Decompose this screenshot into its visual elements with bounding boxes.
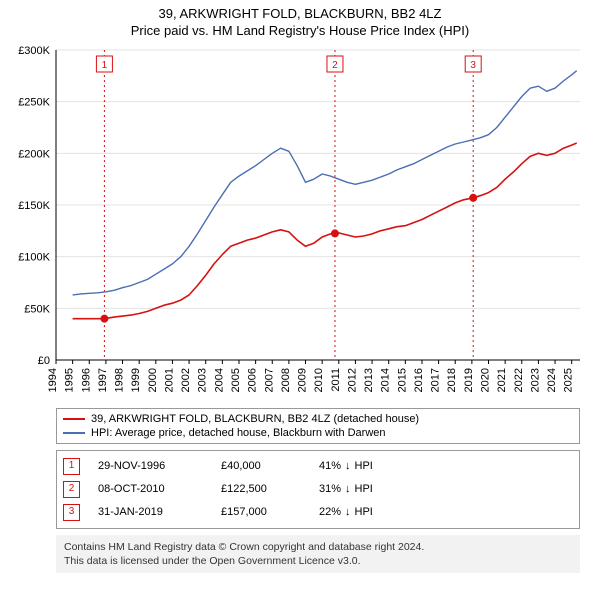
legend-label: 39, ARKWRIGHT FOLD, BLACKBURN, BB2 4LZ (…: [91, 413, 419, 425]
svg-text:1995: 1995: [64, 368, 76, 392]
svg-text:1998: 1998: [114, 368, 126, 392]
legend-box: 39, ARKWRIGHT FOLD, BLACKBURN, BB2 4LZ (…: [56, 408, 580, 444]
svg-text:£300K: £300K: [18, 45, 50, 57]
credit-line-2: This data is licensed under the Open Gov…: [64, 554, 572, 568]
svg-text:2018: 2018: [446, 368, 458, 392]
svg-text:2000: 2000: [147, 368, 159, 392]
svg-text:2004: 2004: [213, 368, 225, 392]
svg-text:£200K: £200K: [18, 148, 50, 160]
svg-text:2016: 2016: [413, 368, 425, 392]
svg-text:2014: 2014: [380, 368, 392, 392]
svg-text:1997: 1997: [97, 368, 109, 392]
svg-text:2003: 2003: [197, 368, 209, 392]
svg-text:2005: 2005: [230, 368, 242, 392]
svg-text:2001: 2001: [163, 368, 175, 392]
svg-text:1999: 1999: [130, 368, 142, 392]
legend-row: 39, ARKWRIGHT FOLD, BLACKBURN, BB2 4LZ (…: [63, 412, 573, 426]
transaction-date: 29-NOV-1996: [98, 460, 203, 472]
down-arrow-icon: ↓: [345, 483, 351, 495]
legend-label: HPI: Average price, detached house, Blac…: [91, 427, 386, 439]
svg-text:3: 3: [470, 60, 476, 71]
svg-text:1996: 1996: [80, 368, 92, 392]
svg-text:2021: 2021: [496, 368, 508, 392]
svg-text:2002: 2002: [180, 368, 192, 392]
transaction-row: 2 08-OCT-2010 £122,500 31%↓HPI: [63, 478, 573, 501]
svg-text:2015: 2015: [396, 368, 408, 392]
down-arrow-icon: ↓: [345, 460, 351, 472]
transaction-date: 08-OCT-2010: [98, 483, 203, 495]
transaction-row: 3 31-JAN-2019 £157,000 22%↓HPI: [63, 501, 573, 524]
svg-text:2019: 2019: [463, 368, 475, 392]
svg-text:2022: 2022: [513, 368, 525, 392]
svg-text:2010: 2010: [313, 368, 325, 392]
legend-swatch: [63, 418, 85, 420]
transaction-diff: 31%↓HPI: [319, 483, 373, 495]
transaction-price: £157,000: [221, 506, 301, 518]
svg-text:£50K: £50K: [24, 303, 50, 315]
chart-area: £0 £50K £100K £150K £200K £250K £300K 1994 1995 1…: [0, 40, 600, 402]
svg-text:2013: 2013: [363, 368, 375, 392]
credit-line-1: Contains HM Land Registry data © Crown c…: [64, 540, 572, 554]
svg-text:£100K: £100K: [18, 251, 50, 263]
svg-text:2006: 2006: [247, 368, 259, 392]
transaction-marker-badge: 1: [63, 458, 80, 475]
svg-text:2024: 2024: [546, 368, 558, 392]
svg-text:£150K: £150K: [18, 200, 50, 212]
transaction-marker-badge: 3: [63, 504, 80, 521]
svg-text:2023: 2023: [529, 368, 541, 392]
svg-text:2: 2: [332, 60, 338, 71]
transaction-marker-badge: 2: [63, 481, 80, 498]
line-chart-svg: £0 £50K £100K £150K £200K £250K £300K 1994 1995 1…: [0, 40, 600, 402]
svg-text:£0: £0: [38, 355, 50, 367]
svg-text:2007: 2007: [263, 368, 275, 392]
svg-text:2009: 2009: [297, 368, 309, 392]
legend-row: HPI: Average price, detached house, Blac…: [63, 426, 573, 440]
svg-text:1: 1: [102, 60, 108, 71]
credit-box: Contains HM Land Registry data © Crown c…: [56, 535, 580, 573]
title-line-1: 39, ARKWRIGHT FOLD, BLACKBURN, BB2 4LZ: [0, 6, 600, 23]
transactions-box: 1 29-NOV-1996 £40,000 41%↓HPI 2 08-OCT-2010 £1…: [56, 450, 580, 529]
svg-text:1994: 1994: [47, 368, 59, 392]
transaction-diff: 41%↓HPI: [319, 460, 373, 472]
transaction-date: 31-JAN-2019: [98, 506, 203, 518]
title-line-2: Price paid vs. HM Land Registry's House …: [0, 23, 600, 40]
transaction-price: £40,000: [221, 460, 301, 472]
chart-title: 39, ARKWRIGHT FOLD, BLACKBURN, BB2 4LZ P…: [0, 0, 600, 40]
transaction-row: 1 29-NOV-1996 £40,000 41%↓HPI: [63, 455, 573, 478]
svg-text:2017: 2017: [430, 368, 442, 392]
transaction-price: £122,500: [221, 483, 301, 495]
svg-text:2025: 2025: [563, 368, 575, 392]
svg-text:2020: 2020: [480, 368, 492, 392]
transaction-diff: 22%↓HPI: [319, 506, 373, 518]
svg-text:2011: 2011: [330, 368, 342, 392]
down-arrow-icon: ↓: [345, 506, 351, 518]
legend-swatch: [63, 432, 85, 434]
svg-text:2012: 2012: [346, 368, 358, 392]
svg-text:2008: 2008: [280, 368, 292, 392]
svg-text:£250K: £250K: [18, 96, 50, 108]
